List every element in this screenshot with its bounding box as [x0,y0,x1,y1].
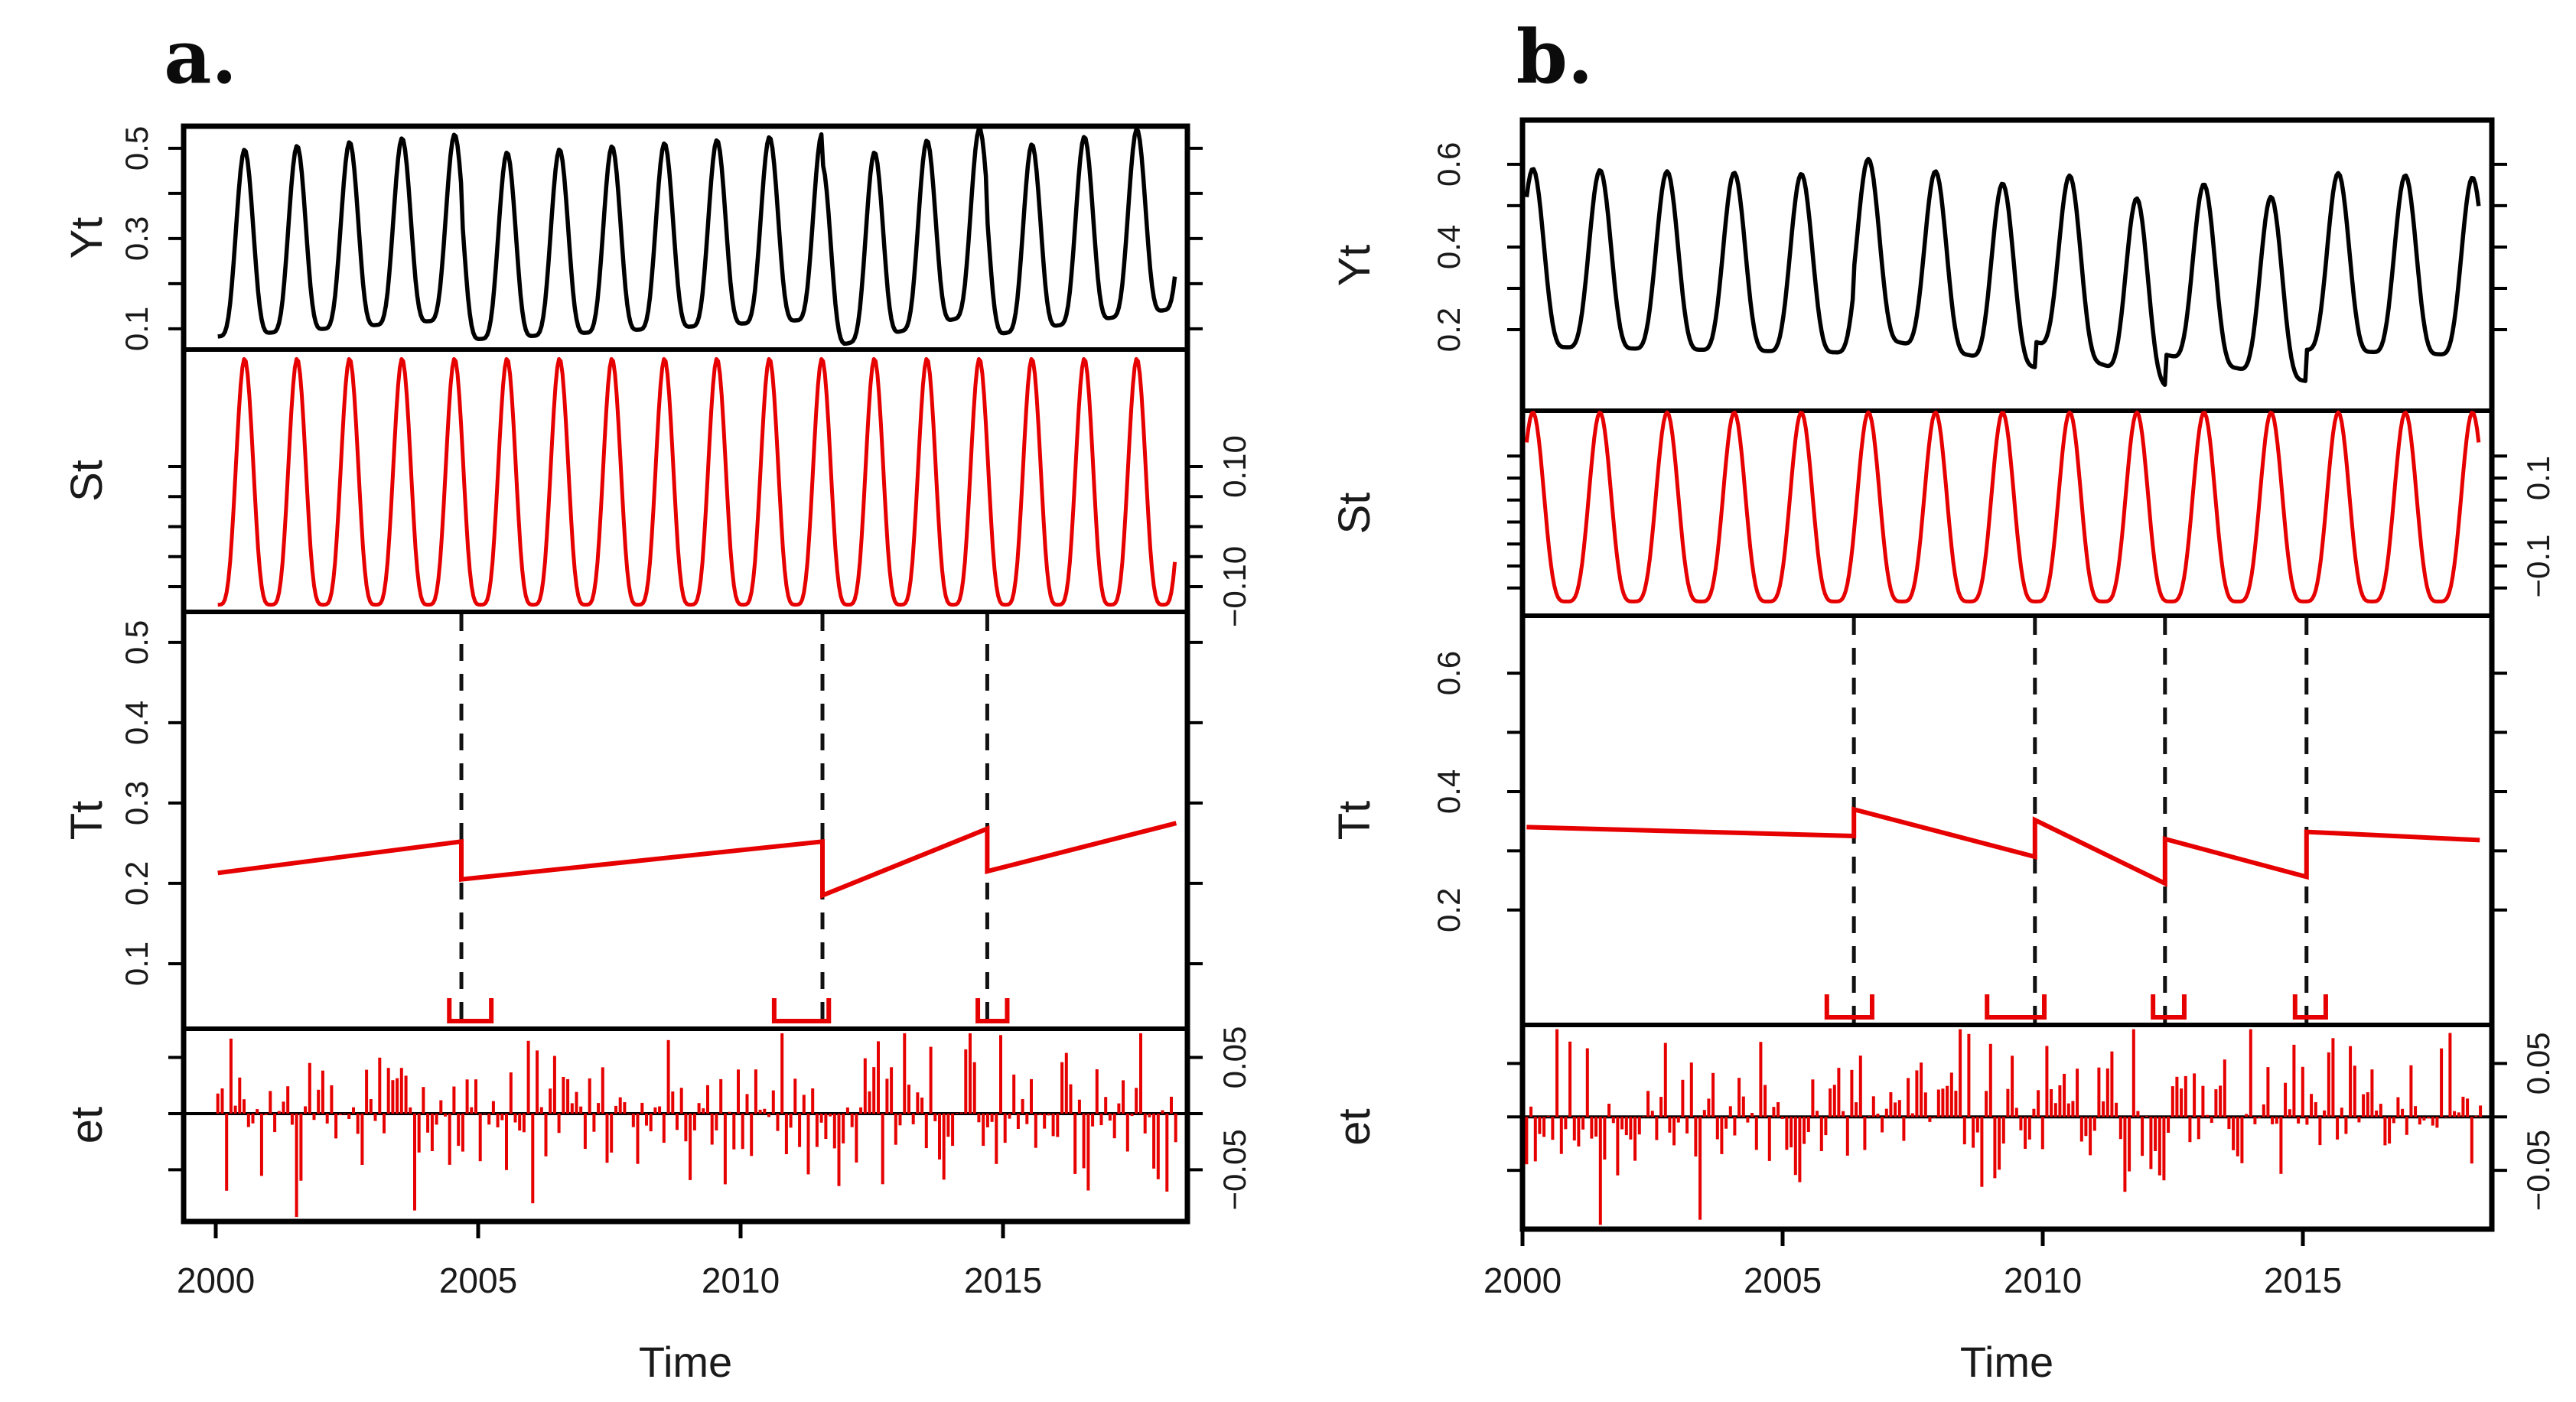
y-tick-label: 0.4 [119,701,155,745]
y-tick-label: −0.05 [1216,1129,1252,1210]
break-confidence-bracket [1985,994,2047,1020]
panel-a-title: a. [164,14,237,100]
y-tick-label: 0.4 [1431,769,1467,814]
panel-b-xaxis-title: Time [1960,1338,2053,1386]
break-confidence-bracket [2151,994,2187,1020]
y-tick-label: 0.05 [2520,1032,2556,1095]
row-label-Tt: Tt [1330,801,1379,841]
panel-a-plot: 0.5 0.3 0.1 Yt 0.10 −0.10 St 0.5 0.4 0.3 0.2 0.1 Tt 0… [62,123,1252,1300]
y-tick-label: 0.2 [119,861,155,906]
y-tick-label: 0.10 [1216,435,1252,498]
y-tick-label: −0.05 [2520,1130,2556,1211]
panel-a-xaxis-title: Time [639,1338,732,1386]
x-tick-label: 2010 [702,1260,780,1300]
break-confidence-bracket [447,998,494,1023]
y-tick-label: 0.5 [119,620,155,665]
break-confidence-bracket [975,998,1010,1023]
x-tick-label: 2000 [1483,1260,1562,1300]
observed-series-path [217,126,1177,346]
break-confidence-bracket [1824,994,1874,1020]
y-tick-label: −0.10 [1216,546,1252,627]
panel-b-plot: 0.6 0.4 0.2 Yt 0.1 −0.1 St 0.6 0.4 0.2 Tt 0.05 −0.05… [1330,117,2556,1300]
seasonal-series-path [217,356,1177,607]
row-label-et: et [1330,1108,1379,1145]
y-tick-label: 0.1 [2520,456,2556,500]
break-confidence-bracket [2292,994,2328,1020]
x-tick-label: 2015 [2264,1260,2342,1300]
y-tick-label: 0.05 [1216,1026,1252,1089]
panel-a-outer-box [181,123,1190,1225]
y-tick-label: 0.4 [1431,225,1467,269]
x-tick-label: 2000 [177,1260,255,1300]
row-label-Yt: Yt [62,217,112,259]
row-label-Yt: Yt [1330,245,1379,287]
break-confidence-bracket [771,998,832,1023]
row-label-Tt: Tt [62,801,112,841]
panel-b-outer-box [1519,117,2495,1232]
row-label-St: St [1330,493,1379,535]
row-label-et: et [62,1107,112,1143]
x-tick-label: 2010 [2004,1260,2082,1300]
x-tick-label: 2015 [964,1260,1042,1300]
y-tick-label: −0.1 [2520,535,2556,598]
y-tick-label: 0.3 [119,781,155,825]
observed-series-path [1524,157,2481,387]
y-tick-label: 0.6 [1431,651,1467,695]
seasonal-series-path [1524,410,2481,603]
y-tick-label: 0.2 [1431,888,1467,932]
row-label-St: St [62,460,112,502]
residual-bars [216,1033,1177,1218]
y-tick-label: 0.2 [1431,307,1467,352]
trend-series-path [1526,806,2480,887]
panel-b-title: b. [1516,14,1594,100]
y-tick-label: 0.6 [1431,142,1467,187]
y-tick-label: 0.3 [119,216,155,261]
trend-series-path [217,821,1177,899]
x-tick-label: 2005 [1744,1260,1822,1300]
y-tick-label: 0.1 [119,942,155,986]
y-tick-label: 0.1 [119,307,155,351]
y-tick-label: 0.5 [119,126,155,171]
x-tick-label: 2005 [439,1260,517,1300]
residual-bars [1525,1029,2483,1225]
